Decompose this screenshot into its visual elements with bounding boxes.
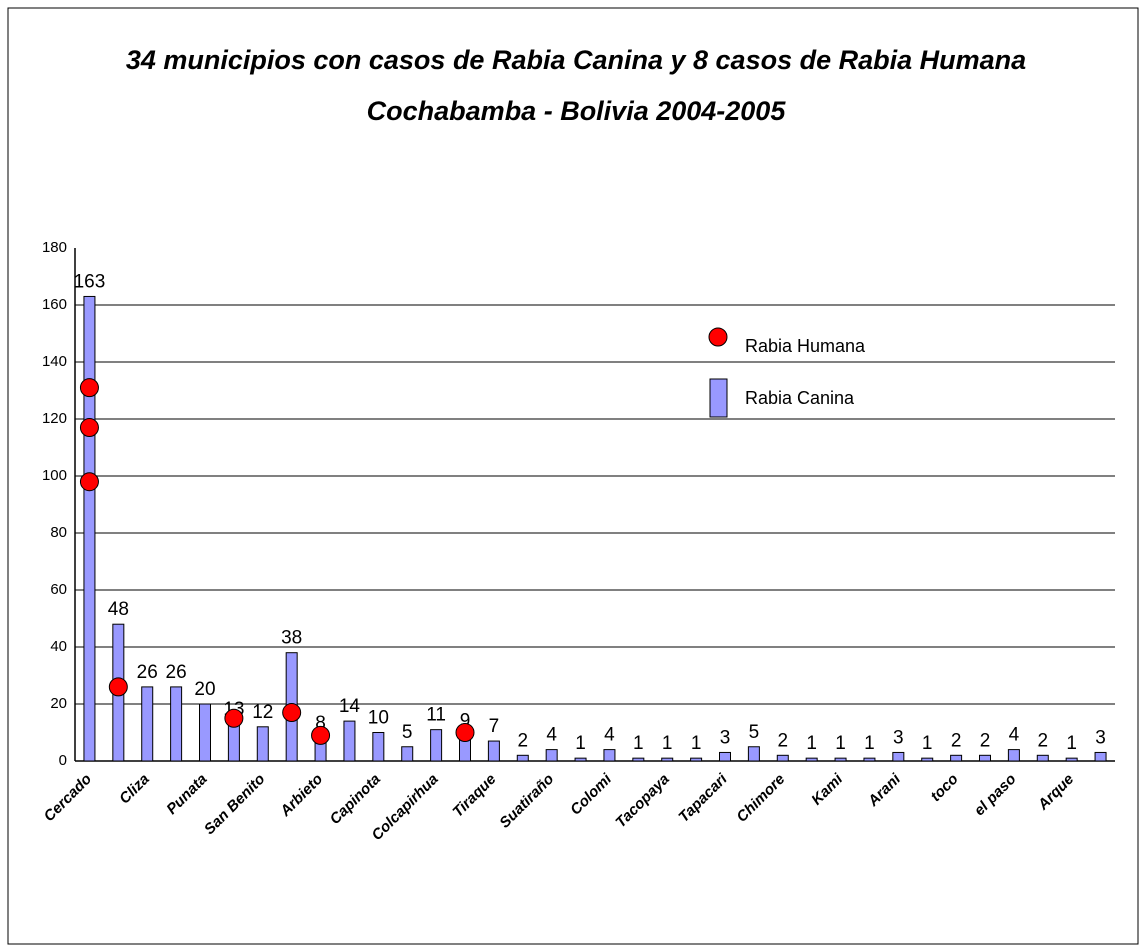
value-label: 48	[108, 599, 129, 620]
value-label: 3	[1095, 727, 1106, 748]
bar	[921, 757, 934, 762]
point	[79, 472, 99, 492]
legend-label: Rabia Canina	[745, 388, 855, 408]
bar	[401, 746, 414, 762]
bar	[574, 757, 587, 762]
value-label: 12	[252, 702, 273, 723]
value-label: 26	[166, 662, 187, 683]
value-label: 1	[575, 733, 586, 754]
value-label: 8	[315, 713, 326, 734]
value-label: 38	[281, 628, 302, 649]
value-label: 3	[720, 727, 731, 748]
bar	[1094, 751, 1107, 762]
bar	[372, 732, 385, 762]
bar	[256, 726, 269, 762]
value-label: 1	[633, 733, 644, 754]
bar	[834, 757, 847, 762]
value-label: 2	[951, 730, 962, 751]
y-tick-label: 60	[50, 581, 67, 598]
bar	[1065, 757, 1078, 762]
value-label: 7	[489, 716, 500, 737]
bar	[805, 757, 818, 762]
value-label: 2	[1037, 730, 1048, 751]
y-tick-label: 120	[42, 410, 67, 427]
value-label: 2	[980, 730, 991, 751]
point	[79, 378, 99, 398]
bar	[545, 749, 558, 762]
value-label: 3	[893, 727, 904, 748]
point	[282, 703, 302, 723]
legend-marker	[708, 327, 728, 347]
bar	[1036, 754, 1049, 762]
y-tick-label: 80	[50, 524, 67, 541]
point	[108, 677, 128, 697]
y-tick-label: 180	[42, 239, 67, 256]
value-label: 11	[426, 705, 446, 726]
value-label: 10	[368, 708, 389, 729]
point	[455, 723, 475, 742]
bar	[863, 757, 876, 762]
bar	[430, 729, 443, 762]
legend-marker	[709, 378, 728, 418]
value-label: 1	[1066, 733, 1077, 754]
bar	[516, 754, 529, 762]
point	[311, 725, 331, 745]
value-label: 2	[777, 730, 788, 751]
bar	[170, 686, 183, 762]
bar	[83, 295, 96, 762]
value-label: 4	[546, 725, 557, 746]
legend-label: Rabia Humana	[745, 336, 866, 356]
bar	[227, 723, 240, 762]
bar	[487, 740, 500, 762]
value-label: 1	[922, 733, 933, 754]
value-label: 5	[402, 722, 413, 743]
value-label: 4	[604, 725, 615, 746]
y-tick-label: 100	[42, 467, 67, 484]
bar	[776, 754, 789, 762]
bar	[141, 686, 154, 762]
value-label: 14	[339, 696, 361, 717]
bar	[1007, 749, 1020, 762]
value-label: 20	[194, 679, 215, 700]
y-tick-label: 160	[42, 296, 67, 313]
value-label: 5	[749, 722, 760, 743]
bar	[343, 720, 356, 762]
bar	[199, 703, 211, 762]
bar	[979, 754, 991, 762]
point	[224, 708, 244, 728]
value-label: 2	[517, 730, 528, 751]
bar	[632, 757, 645, 762]
value-label: 9	[460, 710, 471, 731]
value-label: 1	[806, 733, 817, 754]
bar	[661, 757, 674, 762]
value-label: 1	[835, 733, 846, 754]
bar	[690, 757, 703, 762]
value-label: 1	[662, 733, 673, 754]
point	[79, 418, 99, 438]
value-label: 1	[691, 733, 702, 754]
bar	[950, 754, 963, 762]
value-label: 4	[1009, 725, 1020, 746]
y-tick-label: 140	[42, 353, 67, 370]
bar	[747, 746, 760, 762]
value-label: 1	[864, 733, 875, 754]
chart-subtitle: Cochabamba - Bolivia 2004-2005	[367, 96, 787, 126]
bar	[892, 751, 905, 762]
y-tick-label: 40	[50, 638, 67, 655]
bar	[603, 749, 616, 762]
bar	[719, 751, 731, 762]
y-tick-label: 20	[50, 695, 67, 712]
value-label: 26	[137, 662, 158, 683]
y-tick-label: 0	[59, 752, 67, 769]
chart-title: 34 municipios con casos de Rabia Canina …	[126, 45, 1026, 75]
value-label: 163	[74, 271, 106, 292]
